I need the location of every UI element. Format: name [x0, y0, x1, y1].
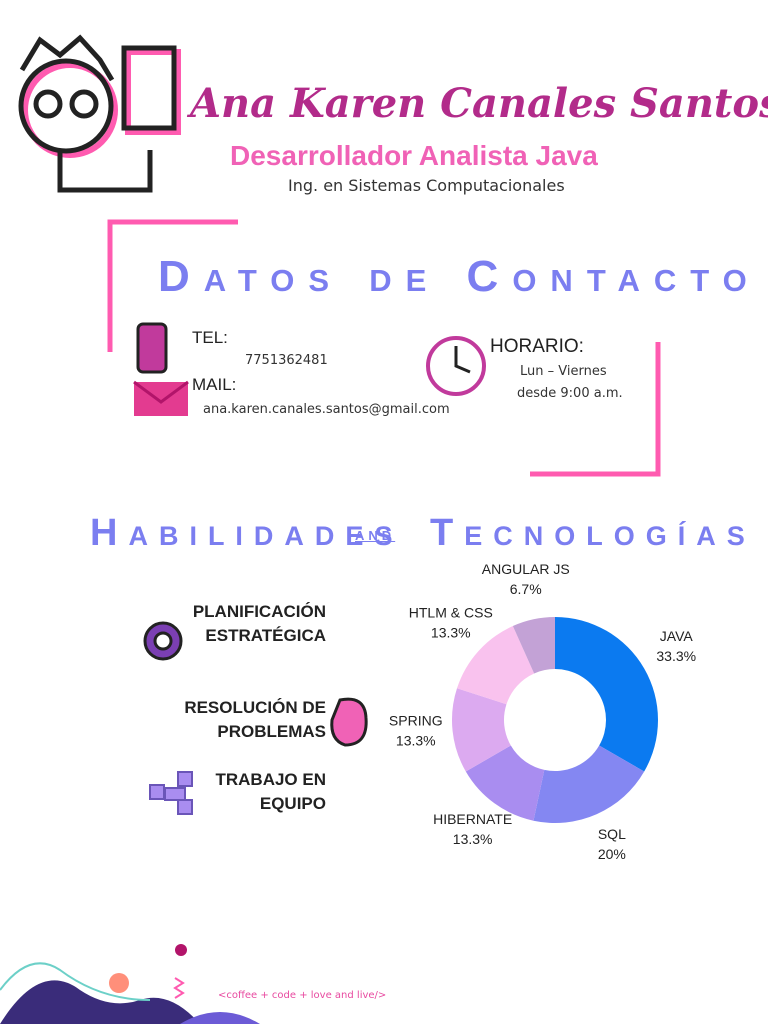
donut-slice — [451, 688, 511, 772]
motto: <coffee + code + love and live/> — [218, 990, 387, 1001]
slice-value: 13.3% — [431, 625, 471, 641]
tel-label: TEL: — [192, 328, 228, 347]
skill: TRABAJO EN EQUIPO — [215, 768, 326, 816]
slice-value: 33.3% — [656, 648, 696, 664]
donut-chart: JAVA 33.3% SQL 20% HIBERNATE 13.3% SPRING 13.3%… — [389, 561, 696, 862]
slice-label: JAVA — [660, 628, 694, 644]
donut-slice — [457, 626, 535, 705]
section-title: and — [355, 524, 396, 544]
skill-line: RESOLUCIÓN DE — [184, 698, 326, 717]
target-icon — [153, 631, 173, 651]
dot — [109, 973, 129, 993]
slice-value: 13.3% — [396, 733, 436, 749]
schedule-days: Lun – Viernes — [520, 364, 607, 379]
name: Ana Karen Canales Santos — [190, 80, 768, 127]
avatar-shadow — [22, 49, 181, 158]
mail: ana.karen.canales.santos@gmail.com — [203, 402, 450, 417]
skill: RESOLUCIÓN DE PROBLEMAS — [184, 696, 326, 744]
donut-slice — [533, 745, 645, 823]
frame — [530, 342, 661, 477]
donut-slice — [512, 617, 555, 674]
role: Desarrollador Analista Java — [230, 140, 598, 171]
section-title: Habilidades — [90, 512, 404, 554]
dot — [175, 944, 187, 956]
section-title: Tecnologías — [430, 512, 756, 554]
donut-slice — [465, 745, 545, 821]
slice-value: 20% — [598, 846, 626, 862]
section-title: Datos de Contacto — [158, 252, 761, 301]
skill-line: PROBLEMAS — [217, 722, 326, 741]
slice-label: HTLM & CSS — [409, 605, 493, 621]
mountains — [180, 1012, 260, 1024]
phone-icon — [136, 322, 168, 374]
wave — [0, 962, 151, 1001]
zigzag — [173, 977, 185, 999]
skill: PLANIFICACIÓN ESTRATÉGICA — [193, 600, 326, 648]
skill-line: EQUIPO — [259, 794, 326, 813]
skill-line: ESTRATÉGICA — [205, 626, 326, 645]
skill-line: PLANIFICACIÓN — [192, 602, 326, 621]
mail-icon — [133, 380, 189, 404]
mail-label: MAIL: — [192, 375, 237, 394]
avatar — [18, 34, 177, 193]
slice-value: 6.7% — [510, 581, 542, 597]
schedule-time: desde 9:00 a.m. — [517, 386, 623, 401]
skill-line: TRABAJO EN — [215, 770, 326, 789]
donut-slice — [555, 617, 658, 772]
frame — [107, 219, 238, 352]
slice-label: HIBERNATE — [433, 811, 512, 827]
slice-label: SQL — [598, 826, 626, 842]
slice-label: SPRING — [389, 713, 443, 729]
team-icon — [149, 771, 193, 815]
tel: 7751362481 — [245, 353, 328, 368]
slice-label: ANGULAR JS — [482, 561, 570, 577]
clock-icon — [454, 346, 471, 374]
schedule-label: HORARIO: — [490, 336, 584, 357]
degree: Ing. en Sistemas Computacionales — [288, 176, 565, 195]
mountains — [0, 980, 200, 1024]
brain-icon — [330, 697, 368, 747]
slice-value: 13.3% — [453, 831, 493, 847]
